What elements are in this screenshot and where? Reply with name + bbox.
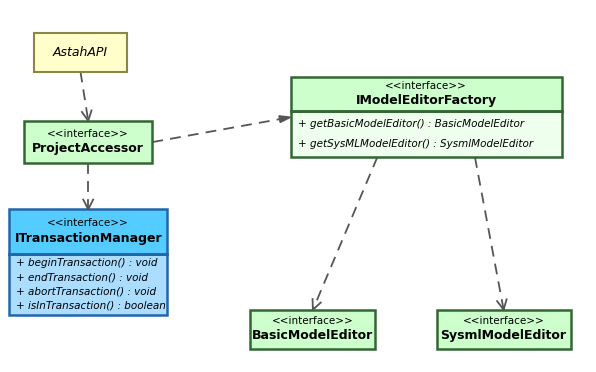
Bar (9, 209, 167, 254)
Text: + abortTransaction() : void: + abortTransaction() : void (16, 287, 157, 297)
Text: SysmlModelEditor: SysmlModelEditor (440, 330, 567, 342)
Text: AstahAPI: AstahAPI (53, 46, 108, 58)
Text: <<interface>>: <<interface>> (385, 81, 467, 91)
Text: BasicModelEditor: BasicModelEditor (252, 330, 374, 342)
Bar (24, 121, 153, 164)
Text: + beginTransaction() : void: + beginTransaction() : void (16, 258, 158, 268)
Text: + getBasicModelEditor() : BasicModelEditor: + getBasicModelEditor() : BasicModelEdit… (297, 119, 524, 129)
Bar (436, 310, 570, 349)
Bar (35, 32, 126, 71)
Bar (290, 111, 561, 157)
Text: + getSysMLModelEditor() : SysmlModelEditor: + getSysMLModelEditor() : SysmlModelEdit… (297, 139, 533, 149)
Text: <<interface>>: <<interface>> (47, 218, 129, 228)
Bar (9, 254, 167, 315)
Text: IModelEditorFactory: IModelEditorFactory (356, 94, 496, 107)
Text: + endTransaction() : void: + endTransaction() : void (16, 272, 148, 282)
Polygon shape (279, 116, 290, 122)
Text: <<interface>>: <<interface>> (272, 316, 354, 326)
Text: <<interface>>: <<interface>> (47, 129, 129, 139)
Bar (250, 310, 375, 349)
Text: ProjectAccessor: ProjectAccessor (32, 142, 144, 155)
Bar (290, 77, 561, 111)
Text: + isInTransaction() : boolean: + isInTransaction() : boolean (16, 301, 166, 311)
Text: <<interface>>: <<interface>> (462, 316, 545, 326)
Text: ITransactionManager: ITransactionManager (14, 232, 162, 245)
